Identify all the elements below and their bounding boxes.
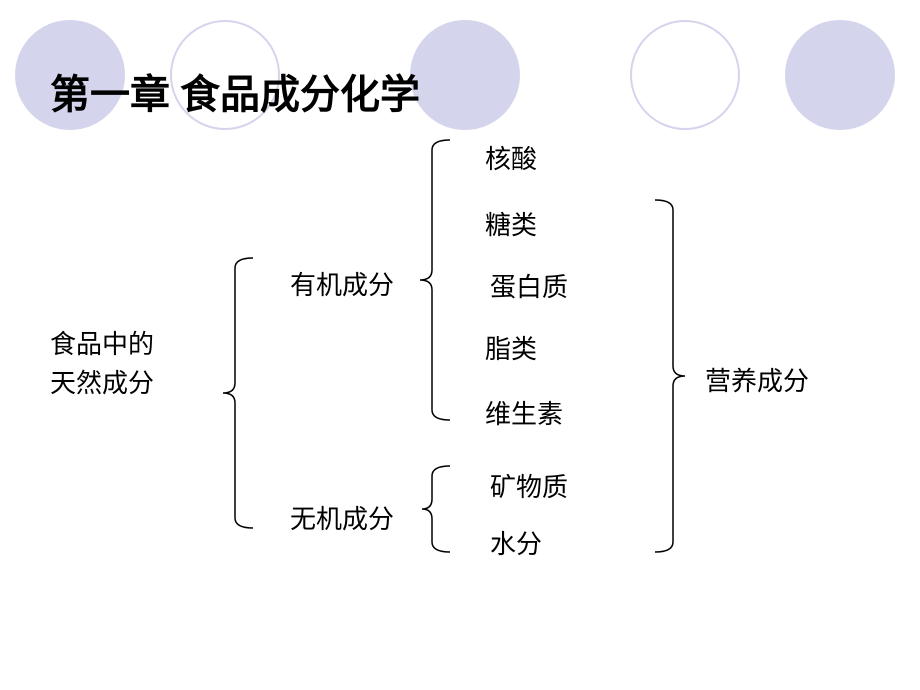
decorative-circle: [630, 20, 740, 130]
chapter-title: 第一章 食品成分化学: [50, 62, 420, 120]
brace-0: [235, 258, 275, 528]
node-n7: 水分: [490, 525, 542, 564]
decorative-circle: [410, 20, 520, 130]
node-organic: 有机成分: [290, 266, 394, 305]
node-n1: 核酸: [485, 140, 537, 179]
brace-2: [432, 466, 472, 552]
node-n2: 糖类: [485, 206, 537, 245]
brace-3: [655, 200, 695, 552]
brace-1: [432, 140, 472, 420]
node-n3: 蛋白质: [490, 268, 568, 307]
node-nutrient: 营养成分: [705, 362, 809, 401]
node-n5: 维生素: [485, 395, 563, 434]
node-root: 食品中的 天然成分: [50, 325, 154, 403]
node-n6: 矿物质: [490, 468, 568, 507]
node-n4: 脂类: [485, 330, 537, 369]
node-inorganic: 无机成分: [290, 500, 394, 539]
decorative-circle: [785, 20, 895, 130]
